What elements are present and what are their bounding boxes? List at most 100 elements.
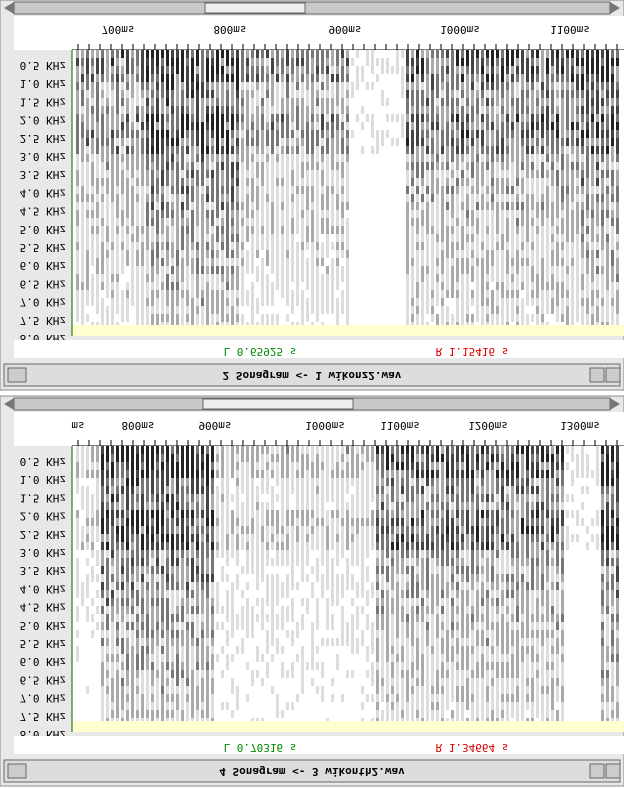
spectrogram-cell — [246, 226, 249, 234]
spectrogram-cell — [601, 154, 604, 162]
spectrogram-cell — [156, 606, 159, 614]
spectrogram-cell — [281, 258, 284, 266]
spectrogram-cell — [251, 194, 254, 202]
spectrogram-cell — [241, 186, 244, 194]
spectrogram-cell — [281, 526, 284, 534]
spectrogram-cell — [116, 502, 119, 510]
spectrogram-cell — [166, 654, 169, 662]
spectrogram-cell — [166, 542, 169, 550]
spectrogram-cell — [426, 138, 429, 146]
spectrogram-cell — [226, 50, 229, 58]
spectrogram-cell — [241, 274, 244, 282]
spectrogram-cell — [211, 510, 214, 518]
spectrogram-cell — [226, 66, 229, 74]
spectrogram-cell — [131, 266, 134, 274]
spectrogram-cell — [196, 122, 199, 130]
spectrogram-cell — [266, 518, 269, 526]
spectrogram-cell — [276, 614, 279, 622]
spectrogram-cell — [226, 470, 229, 478]
close-button[interactable] — [8, 368, 26, 382]
spectrogram-cell — [236, 242, 239, 250]
spectrogram-cell — [431, 274, 434, 282]
spectrogram-cell — [106, 606, 109, 614]
spectrogram-cell — [561, 274, 564, 282]
spectrogram-cell — [136, 162, 139, 170]
spectrogram-cell — [501, 90, 504, 98]
spectrogram-cell — [561, 178, 564, 186]
spectrogram-cell — [516, 242, 519, 250]
spectrogram-cell — [201, 250, 204, 258]
spectrogram-cell — [141, 90, 144, 98]
spectrogram-cell — [211, 50, 214, 58]
spectrogram-cell — [181, 510, 184, 518]
spectrogram-cell — [261, 266, 264, 274]
scroll-thumb[interactable] — [205, 3, 305, 13]
spectrogram-cell — [296, 282, 299, 290]
spectrogram-cell — [191, 606, 194, 614]
spectrogram-cell — [451, 218, 454, 226]
spectrogram-cell — [591, 282, 594, 290]
spectrogram-cell — [206, 646, 209, 654]
spectrogram-cell — [216, 446, 219, 454]
spectrogram-cell — [511, 242, 514, 250]
spectrogram-cell — [501, 114, 504, 122]
spectrogram-cell — [181, 274, 184, 282]
spectrogram-cell — [346, 58, 349, 66]
spectrogram-cell — [441, 106, 444, 114]
spectrogram-cell — [591, 162, 594, 170]
spectrogram-cell — [111, 82, 114, 90]
spectrogram-cell — [421, 290, 424, 298]
spectrogram-cell — [126, 686, 129, 694]
spectrogram-cell — [316, 266, 319, 274]
spectrogram-cell — [226, 630, 229, 638]
max-button[interactable] — [590, 368, 604, 382]
spectrogram-cell — [336, 170, 339, 178]
spectrogram-cell — [136, 130, 139, 138]
spectrogram-cell — [216, 502, 219, 510]
spectrogram-cell — [166, 534, 169, 542]
spectrogram-cell — [126, 566, 129, 574]
spectrogram-cell — [436, 298, 439, 306]
spectrogram-cell — [306, 194, 309, 202]
spectrogram-cell — [141, 162, 144, 170]
spectrogram-cell — [196, 462, 199, 470]
spectrogram-cell — [121, 566, 124, 574]
spectrogram-cell — [411, 154, 414, 162]
spectrogram-cell — [456, 122, 459, 130]
scrollbar[interactable] — [14, 2, 610, 14]
spectrogram-cell — [181, 630, 184, 638]
spectrogram-cell — [521, 250, 524, 258]
spectrogram-cell — [226, 274, 229, 282]
spectrogram-cell — [481, 266, 484, 274]
spectrogram-cell — [281, 50, 284, 58]
spectrogram-cell — [261, 614, 264, 622]
spectrogram-cell — [611, 218, 614, 226]
spectrogram-cell — [401, 50, 404, 58]
spectrogram-cell — [151, 486, 154, 494]
spectrogram-cell — [276, 98, 279, 106]
spectrogram-cell — [596, 242, 599, 250]
spectrogram-cell — [246, 130, 249, 138]
spectrogram-cell — [551, 274, 554, 282]
spectrogram-cell — [131, 470, 134, 478]
spectrogram-cell — [226, 454, 229, 462]
spectrogram-cell — [556, 194, 559, 202]
spectrogram-cell — [121, 598, 124, 606]
spectrogram-cell — [306, 306, 309, 314]
spectrogram-cell — [301, 478, 304, 486]
spectrogram-cell — [166, 694, 169, 702]
spectrogram-cell — [116, 494, 119, 502]
min-button[interactable] — [606, 368, 620, 382]
spectrogram-cell — [186, 638, 189, 646]
scroll-thumb[interactable] — [203, 399, 353, 409]
spectrogram-cell — [116, 186, 119, 194]
spectrogram-cell — [116, 290, 119, 298]
spectrogram-cell — [301, 314, 304, 322]
spectrogram-cell — [526, 50, 529, 58]
spectrogram-cell — [336, 314, 339, 322]
spectrogram-cell — [266, 122, 269, 130]
spectrogram-cell — [131, 50, 134, 58]
spectrogram-cell — [141, 534, 144, 542]
spectrogram-cell — [436, 50, 439, 58]
spectrogram-cell — [271, 186, 274, 194]
